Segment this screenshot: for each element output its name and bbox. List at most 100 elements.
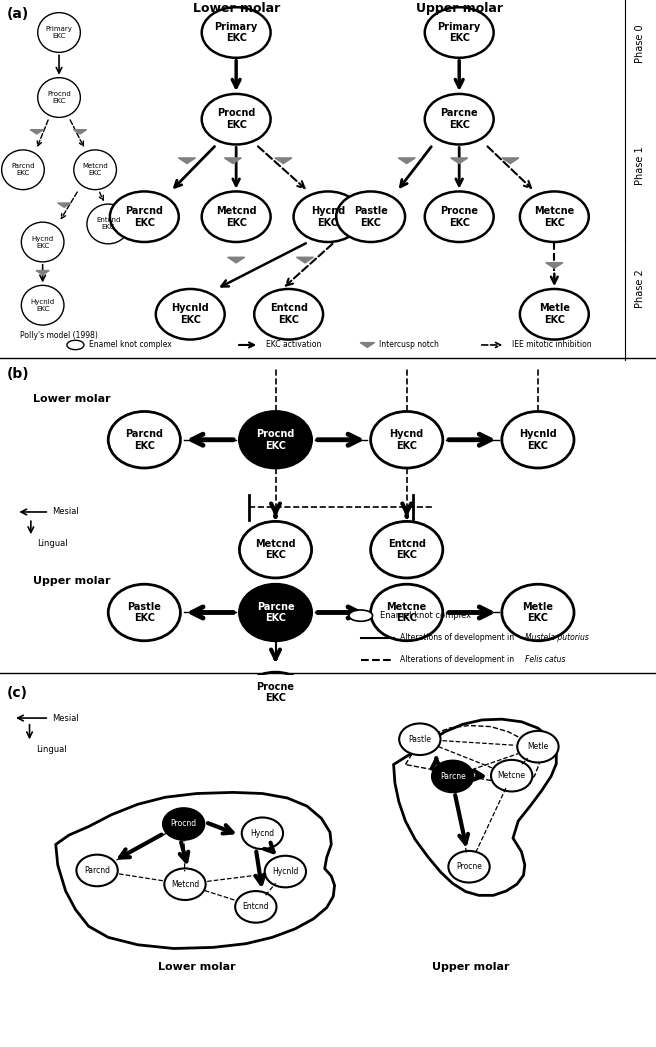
Polygon shape [58,203,71,207]
Text: Parcnd
EKC: Parcnd EKC [125,429,163,450]
Ellipse shape [239,521,312,578]
Text: Hycnd: Hycnd [251,829,274,838]
Ellipse shape [399,723,441,755]
Ellipse shape [491,760,533,792]
Ellipse shape [163,808,205,840]
Text: IEE mitotic inhibition: IEE mitotic inhibition [512,340,591,350]
Text: Metle: Metle [527,742,548,751]
Ellipse shape [38,77,81,117]
Text: Phase 1: Phase 1 [634,147,645,185]
Ellipse shape [371,521,443,578]
Ellipse shape [336,192,405,242]
Text: Metcne
EKC: Metcne EKC [534,206,575,227]
Text: Parcnd
EKC: Parcnd EKC [125,206,163,227]
Text: Procnd
EKC: Procnd EKC [217,109,255,130]
Ellipse shape [202,94,271,144]
Text: (a): (a) [7,7,29,21]
Text: Enamel knot complex: Enamel knot complex [89,340,171,350]
Polygon shape [224,158,241,163]
Ellipse shape [108,411,180,468]
Ellipse shape [432,760,474,793]
Ellipse shape [265,855,306,888]
Circle shape [67,340,84,350]
Text: Alterations of development in: Alterations of development in [400,655,517,664]
Polygon shape [228,258,245,263]
Text: Primary
EKC: Primary EKC [215,22,258,43]
Text: Lower molar: Lower molar [33,394,110,404]
Text: Felis catus: Felis catus [525,655,565,664]
Ellipse shape [371,584,443,641]
Ellipse shape [2,150,45,190]
Ellipse shape [242,818,283,849]
Ellipse shape [235,891,277,922]
Polygon shape [36,270,49,275]
Text: Procne: Procne [456,863,482,871]
Text: Hycnld
EKC: Hycnld EKC [31,298,54,312]
Text: Enamel knot complex: Enamel knot complex [380,611,472,620]
Text: Mesial: Mesial [52,714,79,722]
Ellipse shape [239,672,312,729]
Ellipse shape [371,411,443,468]
Text: Procnd: Procnd [171,820,197,828]
Polygon shape [398,158,415,163]
Polygon shape [73,130,87,134]
Circle shape [349,610,373,621]
Text: Intercusp notch: Intercusp notch [379,340,439,350]
Polygon shape [451,158,468,163]
Text: Metcne
EKC: Metcne EKC [386,602,427,623]
Ellipse shape [520,192,589,242]
Ellipse shape [449,851,489,883]
Ellipse shape [38,13,81,52]
Text: Metcnd
EKC: Metcnd EKC [255,539,296,560]
Ellipse shape [425,7,494,58]
Text: Polly's model (1998): Polly's model (1998) [20,331,98,339]
Text: Pastle: Pastle [408,735,432,743]
Ellipse shape [425,192,494,242]
Text: (c): (c) [7,687,28,700]
Text: Alterations of development in: Alterations of development in [400,633,517,642]
Text: Lower molar: Lower molar [192,2,280,15]
Ellipse shape [155,289,224,339]
Ellipse shape [73,150,117,190]
Ellipse shape [202,7,271,58]
Text: Entcnd
EKC: Entcnd EKC [96,218,121,230]
Ellipse shape [239,584,312,641]
Ellipse shape [425,94,494,144]
Text: Upper molar: Upper molar [33,576,110,586]
Text: Metcnd: Metcnd [171,879,199,889]
Text: Lingual: Lingual [36,745,67,754]
Ellipse shape [502,584,574,641]
Polygon shape [502,158,519,163]
Text: Metle
EKC: Metle EKC [539,304,570,325]
Text: Procnd
EKC: Procnd EKC [256,429,295,450]
Text: Procne
EKC: Procne EKC [440,206,478,227]
Text: Parcne
EKC: Parcne EKC [256,602,295,623]
Ellipse shape [520,289,589,339]
Ellipse shape [517,731,558,762]
Text: Parcne: Parcne [440,772,466,781]
Text: Procne
EKC: Procne EKC [256,682,295,704]
Text: Parcne
EKC: Parcne EKC [440,109,478,130]
Ellipse shape [164,868,206,900]
Text: Upper molar: Upper molar [416,2,502,15]
Ellipse shape [202,192,271,242]
Text: Phase 0: Phase 0 [634,24,645,63]
Text: Phase 2: Phase 2 [634,269,645,309]
Text: Mustela putorius: Mustela putorius [525,633,588,642]
Polygon shape [178,158,195,163]
Text: Hycnd
EKC: Hycnd EKC [311,206,345,227]
Text: Entcnd
EKC: Entcnd EKC [388,539,426,560]
Ellipse shape [255,289,323,339]
Text: Parcnd: Parcnd [84,866,110,875]
Text: Procnd
EKC: Procnd EKC [47,91,71,104]
Ellipse shape [293,192,362,242]
Text: Hycnld
EKC: Hycnld EKC [519,429,557,450]
Ellipse shape [76,854,118,886]
Polygon shape [30,130,43,134]
Ellipse shape [108,584,180,641]
Text: EKC activation: EKC activation [266,340,321,350]
Text: (b): (b) [7,367,29,381]
Ellipse shape [21,222,64,262]
Text: Metcnd
EKC: Metcnd EKC [82,163,108,176]
Text: Mesial: Mesial [52,508,79,516]
